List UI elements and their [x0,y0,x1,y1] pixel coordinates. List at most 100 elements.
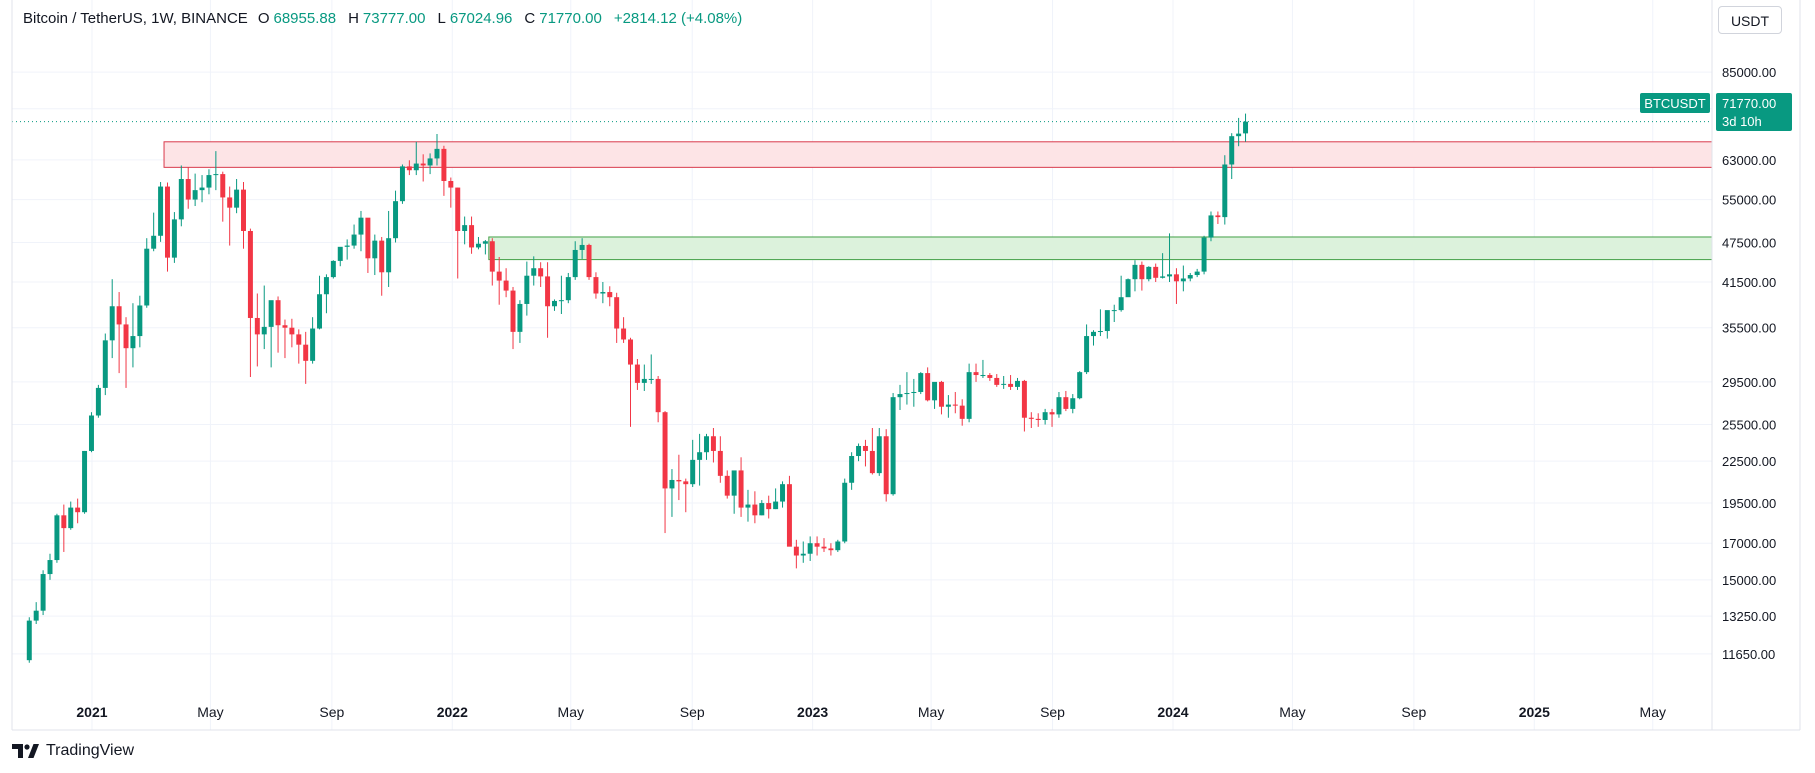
candle-body [26,620,32,661]
candle-body [1125,279,1131,298]
candle-body [427,158,433,166]
candle-body [731,470,737,496]
candle-body [938,381,944,407]
y-tick-label: 63000.00 [1722,153,1776,168]
candle-body [628,339,633,365]
candle-body [1091,331,1096,337]
candle-body [399,166,405,202]
candle-body [171,219,177,258]
low-label: L [437,10,446,27]
candle-body [724,475,730,496]
candle-body [254,317,260,335]
candle-body [1084,336,1090,373]
candle-body [372,240,378,259]
candle-body [538,268,544,277]
candle-body [379,240,385,273]
candle-body [565,277,571,301]
candle-body [1153,266,1159,278]
candle-body [793,546,799,556]
candle-body [88,415,94,451]
grid [12,0,1712,730]
currency-button[interactable]: USDT [1718,6,1782,34]
y-tick-label: 22500.00 [1722,454,1776,469]
candle-body [434,148,440,159]
candle-body [296,334,302,345]
x-tick-label: 2024 [1157,704,1188,720]
change-value: +2814.12 (+4.08%) [613,10,743,27]
candle-body [178,179,184,220]
y-tick-label: 35500.00 [1722,321,1776,336]
candle-body [600,292,606,294]
candle-body [704,436,709,453]
candle-body [317,294,323,329]
candle-body [738,470,744,508]
candle-body [102,340,108,388]
candle-body [241,189,246,231]
candlestick-series [26,113,1249,663]
candle-body [448,181,454,188]
candle-body [344,245,350,247]
candle-body [158,186,164,236]
candle-body [406,166,412,171]
candle-body [1180,278,1186,282]
candle-body [1118,297,1124,311]
candle-body [455,187,461,231]
candle-body [987,375,993,378]
candle-body [227,197,233,208]
price-tag-value: 71770.00 [1722,96,1776,111]
y-tick-label: 47500.00 [1722,235,1776,250]
candle-body [234,189,240,208]
candle-body [773,501,779,510]
candle-body [247,230,253,318]
candle-body [47,560,53,575]
candle-body [634,364,640,383]
candle-body [551,300,557,307]
price-tag-bg [1716,93,1792,131]
candle-body [351,234,357,246]
y-tick-label: 29500.00 [1722,375,1776,390]
candle-body [420,163,426,166]
candle-body [1056,397,1062,415]
candle-body [1146,266,1152,280]
candle-body [828,548,834,551]
candle-body [330,260,336,278]
candle-body [821,546,827,549]
candle-body [1097,331,1103,333]
candle-body [683,481,689,485]
candle-body [1160,276,1166,278]
candle-body [1111,310,1117,312]
y-axis-labels: 85000.0075000.0063000.0055000.0047500.00… [1722,65,1776,662]
candle-body [199,187,205,191]
candle-body [1194,271,1200,276]
candle-body [966,372,972,419]
candle-body [1042,412,1048,420]
candle-body [558,300,564,302]
candle-body [517,303,523,332]
candle-body [323,277,329,295]
candle-body [745,504,751,508]
candle-body [386,238,392,273]
candle-body [1167,274,1173,277]
candle-body [669,479,675,489]
x-tick-label: May [1279,704,1305,720]
x-tick-label: 2022 [437,704,468,720]
candle-body [710,436,716,451]
candle-body [586,244,592,278]
x-tick-label: May [1640,704,1666,720]
candle-body [883,436,889,495]
axes [11,0,1801,731]
candle-body [717,450,723,476]
candle-body [282,325,288,328]
candle-body [469,225,475,248]
x-tick-label: Sep [1040,704,1065,720]
candle-body [441,148,447,182]
open-label: O [257,10,270,27]
candle-body [621,328,627,340]
candle-body [192,190,198,200]
candle-body [697,452,703,460]
candle-body [475,243,481,248]
x-tick-label: 2021 [76,704,107,720]
candle-body [593,277,599,294]
candle-body [496,271,502,281]
